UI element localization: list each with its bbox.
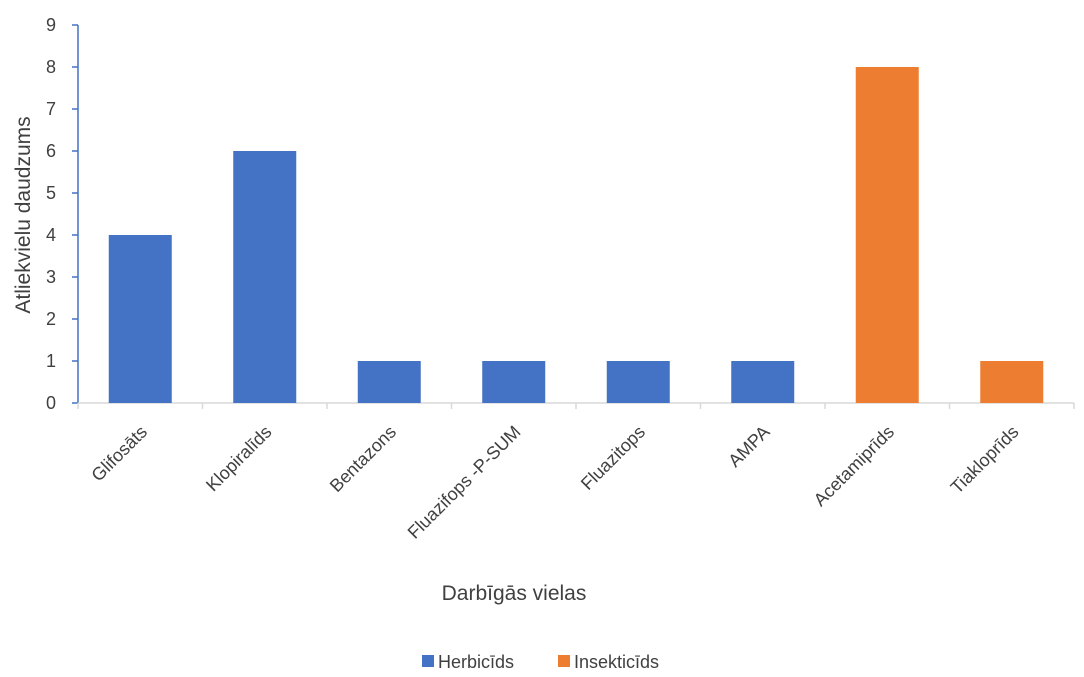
legend-label: Herbicīds (438, 652, 514, 672)
bar-tiaklopr-ds (980, 361, 1044, 403)
x-tick-label: Tiakloprīds (947, 422, 1023, 498)
x-tick-label: Klopiralīds (202, 422, 276, 496)
y-axis-title: Atliekvielu daudzums (12, 116, 35, 313)
bar-acetamipr-ds (855, 67, 919, 403)
x-tick-label: Glifosāts (87, 422, 151, 486)
bar-fluazifops-p-sum (482, 361, 546, 403)
legend-label: Insekticīds (574, 652, 659, 672)
y-tick-label: 5 (46, 183, 56, 203)
x-tick-label: Acetamiprīds (810, 422, 898, 510)
legend-swatch (422, 655, 434, 667)
y-tick-label: 7 (46, 99, 56, 119)
y-tick-label: 8 (46, 57, 56, 77)
y-tick-label: 3 (46, 267, 56, 287)
x-tick-label: Fluazifops -P-SUM (404, 422, 525, 543)
legend: Herbicīds Insekticīds (422, 652, 659, 672)
bar-fluazitops (606, 361, 670, 403)
y-tick-label: 6 (46, 141, 56, 161)
legend-swatch (558, 655, 570, 667)
y-tick-label: 1 (46, 351, 56, 371)
y-tick-label: 0 (46, 393, 56, 413)
x-tick-label: Fluazitops (577, 422, 649, 494)
x-axis-title: Darbīgās vielas (442, 582, 587, 605)
y-tick-label: 4 (46, 225, 56, 245)
y-tick-label: 9 (46, 15, 56, 35)
bar-glifos-ts (108, 235, 172, 403)
bar-ampa (731, 361, 795, 403)
x-tick-label: Bentazons (326, 422, 400, 496)
bar-bentazons (357, 361, 421, 403)
x-tick-label: AMPA (724, 422, 773, 471)
y-tick-label: 2 (46, 309, 56, 329)
bar-klopiral-ds (233, 151, 297, 403)
